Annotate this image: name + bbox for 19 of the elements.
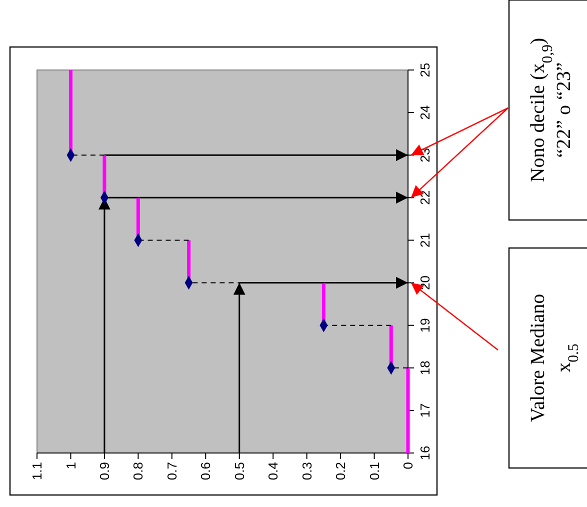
y-tick-label: 24: [418, 105, 433, 120]
x-tick-label: 0.9: [97, 462, 112, 480]
x-tick-label: 0.2: [333, 462, 348, 480]
x-tick-label: 0.4: [266, 462, 281, 480]
x-tick-label: 1: [63, 462, 78, 470]
x-tick-label: 0.6: [198, 462, 214, 480]
y-tick-label: 19: [418, 318, 433, 333]
x-tick-label: 0.1: [366, 462, 382, 480]
x-tick-label: 0.8: [130, 462, 146, 480]
y-tick-label: 21: [418, 232, 433, 248]
x-tick-label: 0: [400, 462, 416, 470]
y-tick-label: 25: [418, 62, 433, 78]
x-tick-label: 0.5: [232, 462, 247, 480]
y-tick-label: 16: [418, 446, 433, 460]
y-tick-label: 17: [418, 403, 433, 418]
y-tick-label: 18: [418, 360, 433, 376]
x-tick-label: 1.1: [30, 462, 45, 480]
x-tick-label: 0.7: [164, 462, 180, 480]
x-tick-label: 0.3: [299, 462, 314, 480]
